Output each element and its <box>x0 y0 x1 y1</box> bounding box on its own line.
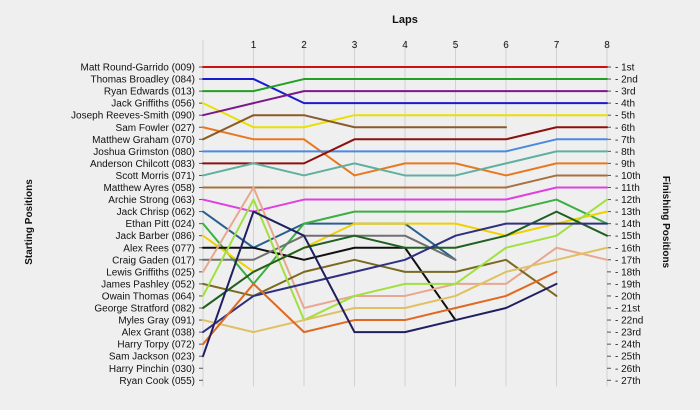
driver-label: Jack Chrisp (062) <box>117 207 195 218</box>
lap-tick-label: 6 <box>503 40 509 51</box>
driver-label: Alex Rees (077) <box>123 243 195 254</box>
finishing-position-label: - 13th <box>615 207 641 218</box>
finishing-position-label: - 19th <box>615 279 641 290</box>
driver-label: Matt Round-Garrido (009) <box>81 63 196 74</box>
series-line <box>202 210 608 309</box>
series-line <box>202 246 457 322</box>
driver-label: Jack Griffiths (056) <box>111 99 195 110</box>
series-line <box>202 126 608 165</box>
series-line <box>202 126 608 177</box>
series-line <box>202 234 457 261</box>
driver-label: Sam Fowler (027) <box>116 123 195 134</box>
finishing-position-label: - 8th <box>615 147 635 158</box>
finishing-position-label: - 1st <box>615 63 635 74</box>
grid-layer <box>199 40 611 387</box>
finishing-position-label: - 7th <box>615 135 635 146</box>
driver-label: Joseph Reeves-Smith (090) <box>71 111 195 122</box>
series-line <box>202 210 457 261</box>
driver-label: Ryan Cook (055) <box>119 376 195 387</box>
driver-label: Lewis Griffiths (025) <box>106 267 195 278</box>
finishing-position-label: - 20th <box>615 291 641 302</box>
driver-label: Sam Jackson (023) <box>109 352 195 363</box>
driver-label: Matthew Graham (070) <box>92 135 195 146</box>
chart-title: Laps <box>392 14 418 26</box>
y-axis-label-left: Starting Positions <box>24 179 35 265</box>
finishing-position-label: - 22nd <box>615 316 643 327</box>
driver-label: Craig Gaden (017) <box>112 255 195 266</box>
finishing-position-label: - 16th <box>615 243 641 254</box>
series-line <box>202 222 608 334</box>
driver-label: Ethan Pitt (024) <box>126 219 195 230</box>
lap-tick-label: 4 <box>402 40 408 51</box>
finishing-position-label: - 12th <box>615 195 641 206</box>
y-axis-label-right: Finishing Positions <box>660 176 671 269</box>
series-line <box>202 174 608 189</box>
series-line <box>202 186 608 213</box>
series-line <box>202 198 608 322</box>
series-line <box>202 114 507 141</box>
series-line <box>202 90 608 117</box>
driver-label: Ryan Edwards (013) <box>104 87 195 98</box>
finishing-position-label: - 2nd <box>615 75 638 86</box>
driver-label: Harry Torpy (072) <box>117 340 195 351</box>
finishing-position-label: - 18th <box>615 267 641 278</box>
series-line <box>202 78 608 93</box>
finishing-position-label: - 5th <box>615 111 635 122</box>
series-line <box>202 150 608 177</box>
finishing-position-label: - 14th <box>615 219 641 230</box>
finishing-position-label: - 10th <box>615 171 641 182</box>
lap-tick-label: 2 <box>301 40 307 51</box>
lap-tick-label: 8 <box>604 40 610 51</box>
finishing-position-label: - 27th <box>615 376 641 387</box>
driver-label: Myles Gray (091) <box>118 316 195 327</box>
driver-label: Harry Pinchin (030) <box>109 364 195 375</box>
finishing-position-label: - 15th <box>615 231 641 242</box>
lap-tick-label: 3 <box>352 40 358 51</box>
lap-tick-label: 1 <box>251 40 257 51</box>
series-layer <box>202 66 608 358</box>
finishing-position-label: - 21st <box>615 304 640 315</box>
finishing-position-label: - 3rd <box>615 87 636 98</box>
finishing-position-label: - 23rd <box>615 328 641 339</box>
series-line <box>202 246 608 334</box>
driver-label: George Stratford (082) <box>94 304 195 315</box>
driver-label: Owain Thomas (064) <box>102 291 195 302</box>
series-line <box>202 210 558 358</box>
finishing-position-label: - 4th <box>615 99 635 110</box>
series-line <box>202 270 558 346</box>
driver-label: Archie Strong (063) <box>108 195 195 206</box>
series-line <box>202 138 608 153</box>
driver-label: James Pashley (052) <box>101 279 195 290</box>
driver-label: Scott Morris (071) <box>116 171 195 182</box>
driver-label: Thomas Broadley (084) <box>91 75 196 86</box>
finishing-position-label: - 26th <box>615 364 641 375</box>
lap-tick-label: 5 <box>453 40 459 51</box>
finishing-position-label: - 25th <box>615 352 641 363</box>
finishing-position-label: - 17th <box>615 255 641 266</box>
driver-label: Jack Barber (086) <box>116 231 195 242</box>
finishing-position-label: - 6th <box>615 123 635 134</box>
series-line <box>202 102 608 129</box>
finishing-position-label: - 24th <box>615 340 641 351</box>
series-line <box>202 186 608 309</box>
driver-label: Anderson Chilcott (083) <box>90 159 195 170</box>
finishing-position-label: - 9th <box>615 159 635 170</box>
finishing-position-label: - 11th <box>615 183 640 194</box>
driver-label: Alex Grant (038) <box>122 328 195 339</box>
label-layer: Laps Starting Positions Finishing Positi… <box>24 14 671 387</box>
driver-label: Joshua Grimston (080) <box>93 147 195 158</box>
lap-tick-label: 7 <box>554 40 560 51</box>
driver-label: Matthew Ayres (058) <box>103 183 195 194</box>
